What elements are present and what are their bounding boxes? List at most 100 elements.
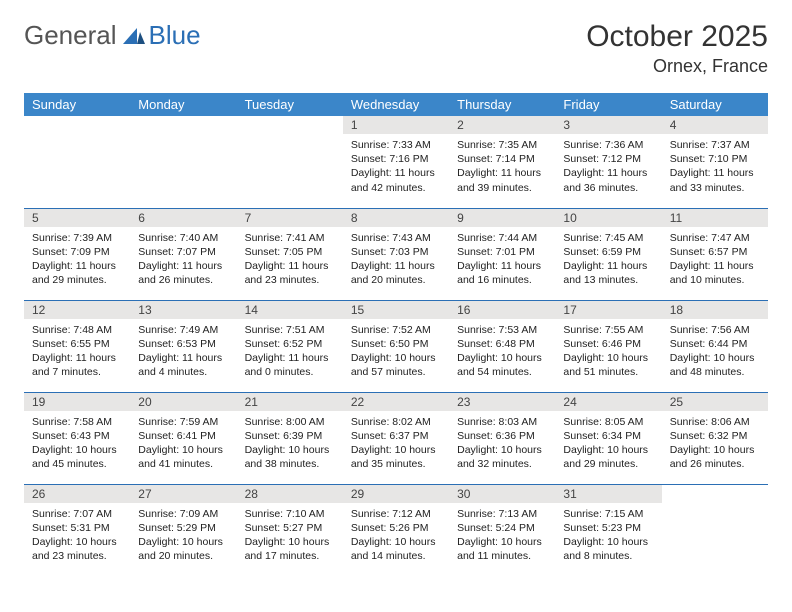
day-details: Sunrise: 7:53 AMSunset: 6:48 PMDaylight:…	[449, 319, 555, 386]
day-number: 13	[130, 301, 236, 319]
day-number: 7	[237, 209, 343, 227]
day-number: 25	[662, 393, 768, 411]
day-details: Sunrise: 8:02 AMSunset: 6:37 PMDaylight:…	[343, 411, 449, 478]
calendar-day-cell: 15Sunrise: 7:52 AMSunset: 6:50 PMDayligh…	[343, 300, 449, 392]
day-details: Sunrise: 7:35 AMSunset: 7:14 PMDaylight:…	[449, 134, 555, 201]
day-number: 16	[449, 301, 555, 319]
calendar-day-cell: 25Sunrise: 8:06 AMSunset: 6:32 PMDayligh…	[662, 392, 768, 484]
day-number: 20	[130, 393, 236, 411]
calendar-day-cell: 20Sunrise: 7:59 AMSunset: 6:41 PMDayligh…	[130, 392, 236, 484]
calendar-day-cell: 30Sunrise: 7:13 AMSunset: 5:24 PMDayligh…	[449, 484, 555, 576]
day-details: Sunrise: 7:51 AMSunset: 6:52 PMDaylight:…	[237, 319, 343, 386]
calendar-day-cell: 26Sunrise: 7:07 AMSunset: 5:31 PMDayligh…	[24, 484, 130, 576]
brand-general: General	[24, 20, 117, 51]
day-number: 1	[343, 116, 449, 134]
day-details: Sunrise: 8:00 AMSunset: 6:39 PMDaylight:…	[237, 411, 343, 478]
day-number: 26	[24, 485, 130, 503]
title-block: October 2025 Ornex, France	[586, 20, 768, 77]
calendar-week-row: 12Sunrise: 7:48 AMSunset: 6:55 PMDayligh…	[24, 300, 768, 392]
calendar-day-cell: 13Sunrise: 7:49 AMSunset: 6:53 PMDayligh…	[130, 300, 236, 392]
calendar-day-cell: 6Sunrise: 7:40 AMSunset: 7:07 PMDaylight…	[130, 208, 236, 300]
day-details: Sunrise: 7:52 AMSunset: 6:50 PMDaylight:…	[343, 319, 449, 386]
day-number: 10	[555, 209, 661, 227]
brand-blue: Blue	[149, 20, 201, 51]
day-number: 19	[24, 393, 130, 411]
day-details: Sunrise: 7:41 AMSunset: 7:05 PMDaylight:…	[237, 227, 343, 294]
day-details: Sunrise: 7:12 AMSunset: 5:26 PMDaylight:…	[343, 503, 449, 570]
calendar-day-cell: 7Sunrise: 7:41 AMSunset: 7:05 PMDaylight…	[237, 208, 343, 300]
day-number: 28	[237, 485, 343, 503]
day-number: 5	[24, 209, 130, 227]
weekday-header: Saturday	[662, 93, 768, 116]
day-details: Sunrise: 8:03 AMSunset: 6:36 PMDaylight:…	[449, 411, 555, 478]
day-number: 4	[662, 116, 768, 134]
day-details: Sunrise: 7:40 AMSunset: 7:07 PMDaylight:…	[130, 227, 236, 294]
calendar-day-cell: 23Sunrise: 8:03 AMSunset: 6:36 PMDayligh…	[449, 392, 555, 484]
calendar-empty-cell	[237, 116, 343, 208]
day-number: 9	[449, 209, 555, 227]
day-number: 22	[343, 393, 449, 411]
day-number: 8	[343, 209, 449, 227]
day-details: Sunrise: 7:45 AMSunset: 6:59 PMDaylight:…	[555, 227, 661, 294]
brand-logo: General Blue	[24, 20, 201, 51]
calendar-day-cell: 18Sunrise: 7:56 AMSunset: 6:44 PMDayligh…	[662, 300, 768, 392]
location-label: Ornex, France	[586, 56, 768, 77]
calendar-day-cell: 8Sunrise: 7:43 AMSunset: 7:03 PMDaylight…	[343, 208, 449, 300]
day-number: 31	[555, 485, 661, 503]
day-details: Sunrise: 7:10 AMSunset: 5:27 PMDaylight:…	[237, 503, 343, 570]
day-number: 29	[343, 485, 449, 503]
day-number: 30	[449, 485, 555, 503]
day-details: Sunrise: 7:07 AMSunset: 5:31 PMDaylight:…	[24, 503, 130, 570]
calendar-week-row: 19Sunrise: 7:58 AMSunset: 6:43 PMDayligh…	[24, 392, 768, 484]
weekday-header: Monday	[130, 93, 236, 116]
calendar-day-cell: 12Sunrise: 7:48 AMSunset: 6:55 PMDayligh…	[24, 300, 130, 392]
brand-triangle-icon	[123, 20, 145, 51]
day-number: 15	[343, 301, 449, 319]
day-number: 11	[662, 209, 768, 227]
calendar-empty-cell	[130, 116, 236, 208]
day-number: 6	[130, 209, 236, 227]
calendar-empty-cell	[24, 116, 130, 208]
weekday-header: Wednesday	[343, 93, 449, 116]
day-details: Sunrise: 7:15 AMSunset: 5:23 PMDaylight:…	[555, 503, 661, 570]
day-details: Sunrise: 7:37 AMSunset: 7:10 PMDaylight:…	[662, 134, 768, 201]
calendar-day-cell: 24Sunrise: 8:05 AMSunset: 6:34 PMDayligh…	[555, 392, 661, 484]
day-details: Sunrise: 7:39 AMSunset: 7:09 PMDaylight:…	[24, 227, 130, 294]
calendar-table: SundayMondayTuesdayWednesdayThursdayFrid…	[24, 93, 768, 576]
day-number: 12	[24, 301, 130, 319]
calendar-week-row: 26Sunrise: 7:07 AMSunset: 5:31 PMDayligh…	[24, 484, 768, 576]
calendar-day-cell: 28Sunrise: 7:10 AMSunset: 5:27 PMDayligh…	[237, 484, 343, 576]
day-number: 2	[449, 116, 555, 134]
weekday-header: Sunday	[24, 93, 130, 116]
day-details: Sunrise: 8:05 AMSunset: 6:34 PMDaylight:…	[555, 411, 661, 478]
calendar-day-cell: 27Sunrise: 7:09 AMSunset: 5:29 PMDayligh…	[130, 484, 236, 576]
day-number: 17	[555, 301, 661, 319]
calendar-day-cell: 31Sunrise: 7:15 AMSunset: 5:23 PMDayligh…	[555, 484, 661, 576]
calendar-day-cell: 4Sunrise: 7:37 AMSunset: 7:10 PMDaylight…	[662, 116, 768, 208]
day-details: Sunrise: 7:58 AMSunset: 6:43 PMDaylight:…	[24, 411, 130, 478]
calendar-day-cell: 16Sunrise: 7:53 AMSunset: 6:48 PMDayligh…	[449, 300, 555, 392]
calendar-day-cell: 29Sunrise: 7:12 AMSunset: 5:26 PMDayligh…	[343, 484, 449, 576]
day-number: 27	[130, 485, 236, 503]
calendar-day-cell: 9Sunrise: 7:44 AMSunset: 7:01 PMDaylight…	[449, 208, 555, 300]
calendar-day-cell: 11Sunrise: 7:47 AMSunset: 6:57 PMDayligh…	[662, 208, 768, 300]
month-title: October 2025	[586, 20, 768, 54]
day-number: 24	[555, 393, 661, 411]
calendar-day-cell: 14Sunrise: 7:51 AMSunset: 6:52 PMDayligh…	[237, 300, 343, 392]
day-number: 14	[237, 301, 343, 319]
day-details: Sunrise: 7:47 AMSunset: 6:57 PMDaylight:…	[662, 227, 768, 294]
calendar-day-cell: 22Sunrise: 8:02 AMSunset: 6:37 PMDayligh…	[343, 392, 449, 484]
day-number: 18	[662, 301, 768, 319]
day-details: Sunrise: 7:48 AMSunset: 6:55 PMDaylight:…	[24, 319, 130, 386]
day-details: Sunrise: 7:49 AMSunset: 6:53 PMDaylight:…	[130, 319, 236, 386]
calendar-day-cell: 2Sunrise: 7:35 AMSunset: 7:14 PMDaylight…	[449, 116, 555, 208]
calendar-header-row: SundayMondayTuesdayWednesdayThursdayFrid…	[24, 93, 768, 116]
day-details: Sunrise: 7:36 AMSunset: 7:12 PMDaylight:…	[555, 134, 661, 201]
calendar-empty-cell	[662, 484, 768, 576]
day-number: 23	[449, 393, 555, 411]
day-details: Sunrise: 7:43 AMSunset: 7:03 PMDaylight:…	[343, 227, 449, 294]
weekday-header: Tuesday	[237, 93, 343, 116]
calendar-day-cell: 17Sunrise: 7:55 AMSunset: 6:46 PMDayligh…	[555, 300, 661, 392]
calendar-day-cell: 21Sunrise: 8:00 AMSunset: 6:39 PMDayligh…	[237, 392, 343, 484]
day-details: Sunrise: 7:59 AMSunset: 6:41 PMDaylight:…	[130, 411, 236, 478]
